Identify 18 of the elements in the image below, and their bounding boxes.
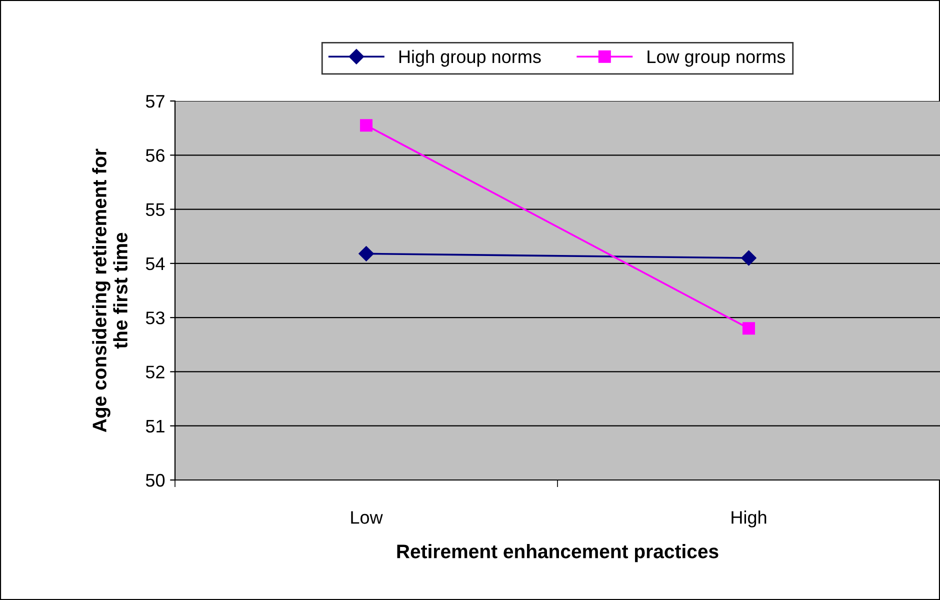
y-tick-label: 51	[146, 420, 164, 433]
y-axis-title: Age considering retirement for the first time	[92, 148, 128, 432]
x-tick-label: Low	[351, 511, 383, 524]
y-tick-label: 56	[146, 149, 164, 162]
point	[741, 250, 756, 266]
point	[360, 119, 372, 132]
y-tick-label: 55	[146, 203, 165, 216]
y-tick-label: 53	[146, 312, 164, 324]
y-tick-label: 54	[146, 258, 165, 270]
y-tick-label: 57	[146, 95, 164, 108]
point	[742, 322, 755, 335]
legend-label: High group norms	[399, 50, 541, 67]
y-tick-label: 52	[146, 366, 164, 378]
legend-label: Low group norms	[648, 50, 786, 67]
x-tick-label: High	[732, 510, 766, 528]
y-tick-label: 50	[146, 474, 165, 487]
point	[358, 246, 374, 262]
x-axis-title: Retirement enhancement practices	[397, 544, 718, 562]
